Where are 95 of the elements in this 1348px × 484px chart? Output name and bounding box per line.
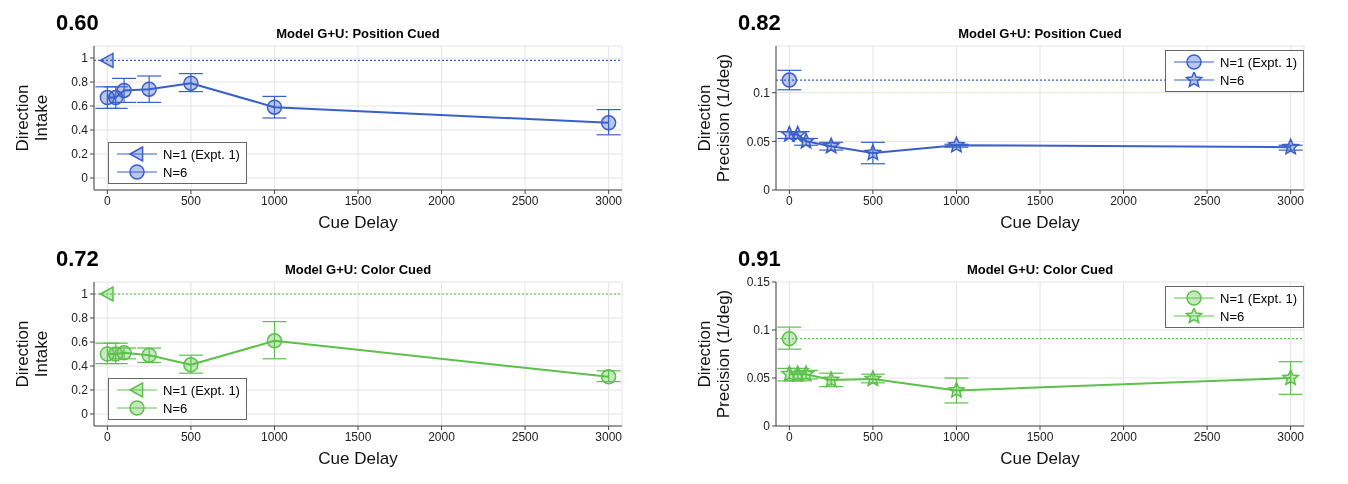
- legend-label: N=6: [163, 400, 188, 416]
- point: [822, 137, 840, 154]
- point: [99, 286, 114, 302]
- x-tick-label: 3000: [1277, 429, 1305, 444]
- x-tick-label: 500: [180, 193, 202, 208]
- point: [183, 75, 199, 91]
- y-tick-label: 0.1: [753, 85, 771, 100]
- y-tick-label: 0.4: [71, 359, 89, 374]
- x-tick-label: 0: [104, 193, 112, 208]
- legend-label: N=6: [1220, 72, 1245, 88]
- x-axis-title: Cue Delay: [1000, 449, 1081, 468]
- point: [183, 357, 199, 373]
- y-tick-label: 0.2: [71, 147, 89, 162]
- x-tick-label: 2000: [1110, 193, 1138, 208]
- x-tick-label: 3000: [595, 429, 623, 444]
- y-tick-label: 1: [81, 287, 89, 302]
- y-axis-title: Direction Intake: [13, 320, 51, 388]
- x-tick-label: 1000: [943, 193, 971, 208]
- x-tick-label: 0: [786, 193, 794, 208]
- x-tick-label: 2000: [428, 429, 456, 444]
- point: [141, 81, 157, 97]
- y-tick-label: 0.8: [71, 311, 89, 326]
- x-tick-label: 3000: [595, 193, 623, 208]
- x-tick-label: 0: [786, 429, 794, 444]
- x-tick-label: 3000: [1277, 193, 1305, 208]
- x-tick-label: 1000: [261, 193, 289, 208]
- legend-label: N=1 (Expt. 1): [163, 146, 240, 162]
- x-tick-label: 0: [104, 429, 112, 444]
- x-tick-label: 1500: [1026, 429, 1054, 444]
- point: [864, 370, 882, 387]
- x-tick-label: 1000: [943, 429, 971, 444]
- y-tick-label: 0.6: [71, 99, 89, 114]
- y-axis-title: Direction Precision (1/deg): [695, 289, 733, 419]
- y-tick-label: 0.05: [746, 371, 771, 386]
- point: [797, 132, 815, 149]
- text: 0.72: [56, 246, 99, 272]
- chart-title: Model G+U: Position Cued: [958, 26, 1122, 41]
- y-tick-label: 0.15: [746, 275, 771, 290]
- x-axis-title: Cue Delay: [1000, 213, 1081, 232]
- legend-label: N=1 (Expt. 1): [1220, 54, 1297, 70]
- y-tick-label: 0.2: [71, 383, 89, 398]
- chart-title: Model G+U: Position Cued: [276, 26, 440, 41]
- point: [99, 52, 114, 69]
- x-axis-title: Cue Delay: [318, 449, 399, 468]
- x-tick-label: 2000: [428, 193, 456, 208]
- legend-label: N=1 (Expt. 1): [1220, 290, 1297, 306]
- legend-label: N=6: [163, 164, 188, 180]
- y-tick-label: 0.05: [746, 134, 771, 149]
- y-axis-title: Direction Precision (1/deg): [695, 53, 733, 183]
- x-tick-label: 1500: [344, 193, 372, 208]
- text: 0.91: [738, 246, 781, 272]
- chart-title: Model G+U: Color Cued: [966, 262, 1114, 277]
- point: [789, 125, 807, 142]
- point: [600, 369, 617, 385]
- text: 0.60: [56, 10, 99, 36]
- x-tick-label: 2500: [1193, 429, 1221, 444]
- y-tick-label: 0: [81, 171, 89, 186]
- point: [822, 371, 840, 388]
- y-tick-label: 1: [81, 51, 89, 66]
- legend-label: N=1 (Expt. 1): [163, 382, 240, 398]
- point: [797, 365, 815, 382]
- y-tick-label: 0: [81, 407, 89, 422]
- x-tick-label: 1500: [1026, 193, 1054, 208]
- x-tick-label: 1000: [261, 429, 289, 444]
- chart-title: Model G+U: Color Cued: [284, 262, 432, 277]
- y-tick-label: 0: [763, 419, 771, 434]
- point: [781, 330, 798, 347]
- legend-label: N=6: [1220, 308, 1245, 324]
- point: [116, 345, 132, 361]
- y-tick-label: 0: [763, 183, 771, 198]
- x-tick-label: 2500: [511, 193, 539, 208]
- x-axis-title: Cue Delay: [318, 213, 399, 232]
- point: [1282, 369, 1299, 386]
- y-tick-label: 0.8: [71, 75, 89, 90]
- point: [116, 82, 132, 99]
- point: [948, 136, 965, 153]
- point: [600, 115, 617, 131]
- point: [781, 72, 798, 88]
- text: 0.82: [738, 10, 781, 36]
- x-tick-label: 500: [180, 429, 202, 444]
- x-tick-label: 2500: [1193, 193, 1221, 208]
- point: [1282, 138, 1299, 155]
- x-tick-label: 2000: [1110, 429, 1138, 444]
- x-tick-label: 500: [862, 193, 884, 208]
- x-tick-label: 1500: [344, 429, 372, 444]
- y-tick-label: 0.6: [71, 335, 89, 350]
- x-tick-label: 500: [862, 429, 884, 444]
- point: [948, 381, 965, 398]
- y-tick-label: 0.1: [753, 323, 771, 338]
- x-tick-label: 2500: [511, 429, 539, 444]
- point: [266, 99, 283, 115]
- y-tick-label: 0.4: [71, 123, 89, 138]
- y-axis-title: Direction Intake: [13, 84, 51, 152]
- point: [141, 347, 157, 363]
- point: [266, 333, 283, 349]
